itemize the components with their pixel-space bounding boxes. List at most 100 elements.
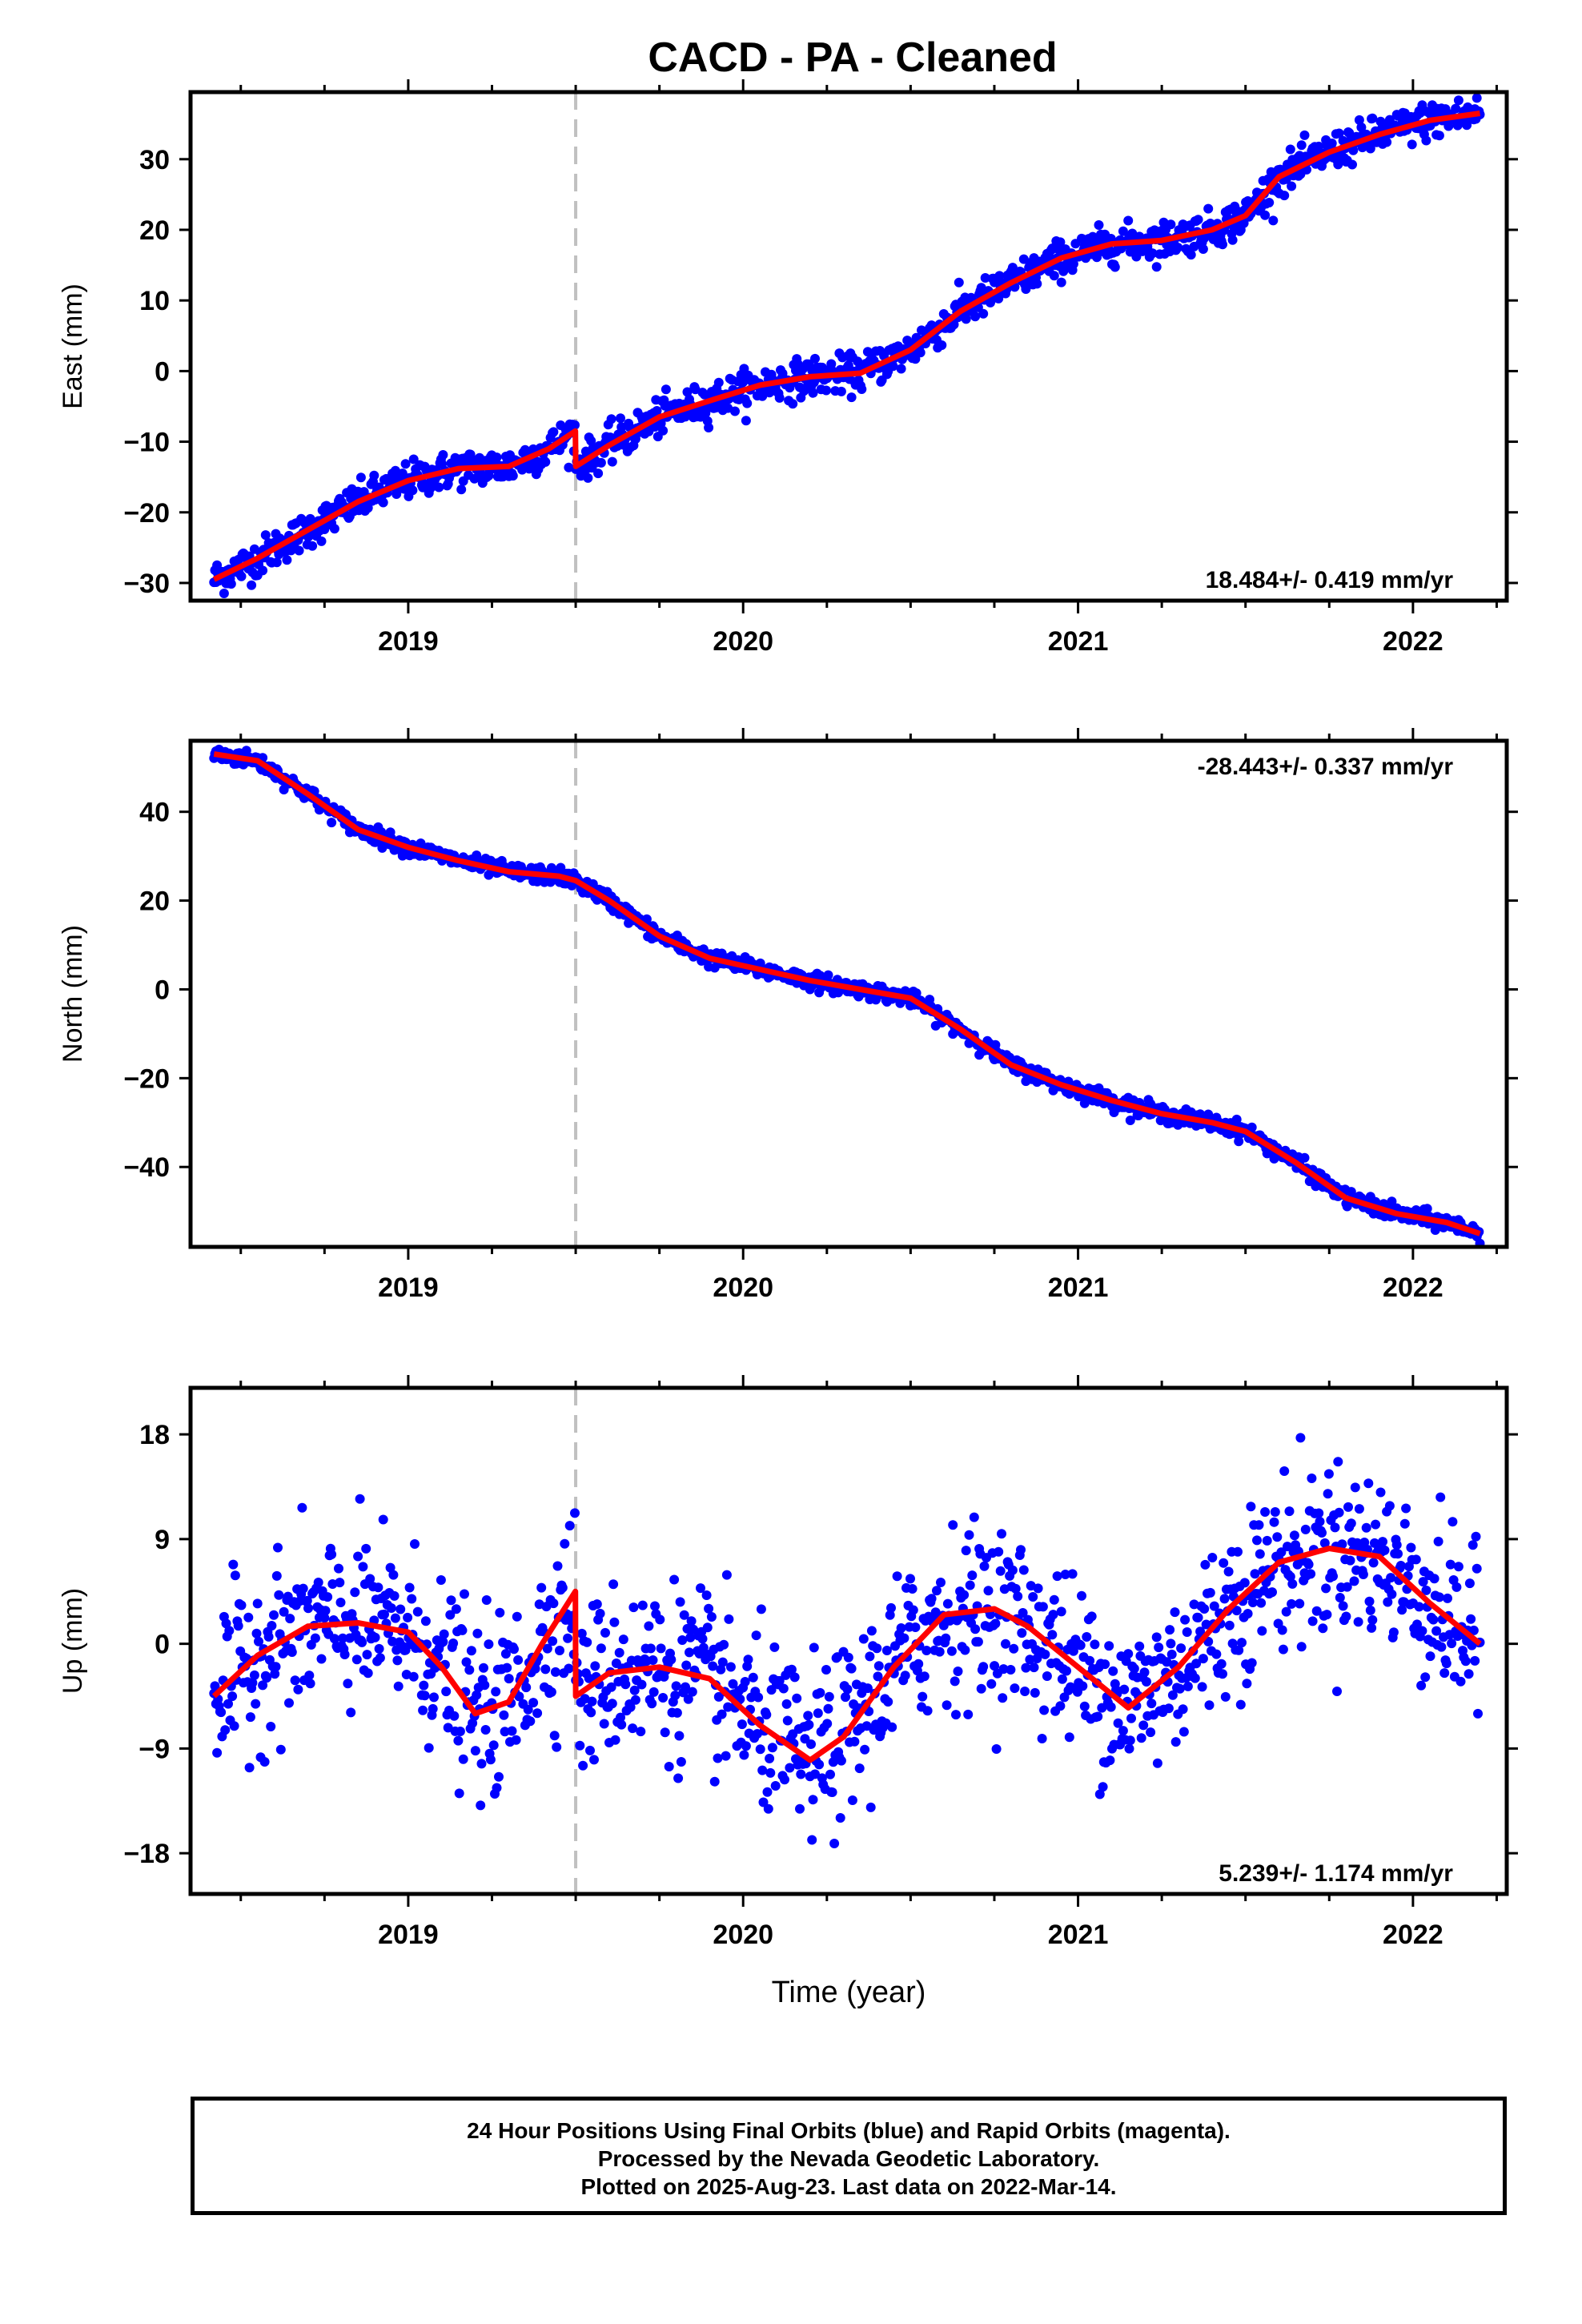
data-point	[701, 1590, 712, 1600]
data-point	[252, 1598, 263, 1609]
data-point	[827, 1787, 837, 1797]
data-point	[644, 1621, 654, 1631]
data-point	[721, 1570, 732, 1580]
data-point	[1260, 210, 1271, 220]
data-point	[1314, 1508, 1324, 1518]
y-tick-label: 10	[139, 286, 170, 316]
data-point	[911, 988, 921, 999]
data-point	[1040, 1649, 1050, 1659]
data-point	[1090, 1639, 1100, 1650]
data-point	[460, 1589, 469, 1599]
data-point	[378, 1514, 388, 1525]
data-point	[616, 413, 625, 424]
data-point	[1204, 1700, 1215, 1711]
data-point	[1350, 1482, 1360, 1493]
data-point	[400, 459, 411, 469]
data-point	[546, 1687, 556, 1697]
data-point	[1349, 1576, 1359, 1586]
data-point	[655, 1614, 665, 1625]
data-point	[781, 1699, 792, 1709]
data-point	[1285, 144, 1295, 155]
data-point	[590, 1661, 600, 1671]
data-point	[408, 1671, 419, 1682]
data-point	[1082, 1632, 1092, 1642]
data-point	[230, 1570, 240, 1581]
data-point	[1077, 1590, 1086, 1601]
data-point	[436, 1575, 446, 1585]
data-point	[508, 471, 518, 481]
data-point	[335, 1598, 346, 1607]
data-point	[1178, 1727, 1189, 1737]
data-point	[243, 1612, 254, 1622]
data-point	[492, 1783, 502, 1793]
data-point	[1085, 1655, 1095, 1666]
data-point	[275, 1744, 286, 1755]
data-point	[765, 1753, 775, 1763]
data-point	[1353, 1617, 1363, 1627]
data-point	[536, 1582, 547, 1593]
data-point	[1151, 1632, 1162, 1642]
data-point	[424, 1743, 434, 1753]
data-point	[485, 1755, 496, 1765]
data-point	[304, 1671, 315, 1681]
data-point	[1284, 1506, 1295, 1517]
data-point	[220, 1725, 231, 1735]
data-point	[1067, 1569, 1078, 1579]
data-point	[1287, 181, 1297, 191]
y-tick-label: 0	[155, 356, 170, 387]
data-point	[892, 1571, 902, 1582]
data-point	[1125, 1735, 1135, 1746]
data-point	[1186, 250, 1196, 260]
plot-frame	[188, 90, 1509, 603]
data-point	[737, 1719, 747, 1730]
data-point	[1333, 1457, 1343, 1467]
data-point	[1365, 143, 1375, 154]
data-point	[780, 1775, 789, 1785]
data-point	[1032, 279, 1042, 289]
data-point	[481, 1595, 492, 1605]
data-point	[1243, 1609, 1253, 1618]
data-point	[389, 1590, 400, 1601]
data-point	[1062, 1666, 1071, 1676]
data-point	[492, 452, 502, 463]
data-point	[548, 427, 559, 437]
data-point	[1039, 1705, 1050, 1715]
data-point	[476, 1759, 487, 1769]
data-point	[724, 1614, 734, 1624]
data-point	[1393, 1549, 1403, 1559]
data-point	[1170, 1607, 1180, 1618]
data-point	[1246, 1502, 1256, 1512]
data-point	[1146, 1727, 1156, 1738]
data-point	[479, 1663, 488, 1673]
data-point	[1345, 1555, 1355, 1566]
data-point	[961, 1546, 971, 1556]
data-point	[872, 1643, 882, 1654]
data-point	[1433, 1536, 1443, 1546]
chart-panel-3: −18 −9 0 9 18 2019 2020 2021 2022 Up (mm) Time (ye…	[58, 1375, 1518, 2009]
data-point	[1134, 1641, 1145, 1651]
data-point	[808, 388, 818, 398]
data-point	[774, 392, 785, 403]
y-tick-label: −18	[123, 1839, 170, 1869]
x-axis-label: Time (year)	[772, 1976, 926, 2009]
data-point	[932, 1586, 942, 1596]
data-point	[434, 482, 444, 493]
data-point	[1200, 1559, 1211, 1570]
data-point	[719, 1639, 729, 1650]
data-point	[1151, 262, 1162, 272]
data-point	[592, 1599, 602, 1610]
data-point	[1460, 1656, 1471, 1667]
data-point	[327, 818, 337, 828]
data-point	[343, 1679, 353, 1689]
data-point	[969, 1512, 979, 1522]
data-point	[507, 1726, 517, 1736]
data-point	[1439, 1668, 1450, 1679]
data-point	[403, 1612, 413, 1622]
data-point	[1056, 1606, 1066, 1617]
data-point	[809, 1642, 819, 1653]
data-point	[676, 1757, 686, 1767]
data-point	[739, 1750, 749, 1760]
data-point	[1307, 1616, 1318, 1626]
data-point	[1163, 1703, 1174, 1714]
data-point	[1166, 1649, 1177, 1659]
